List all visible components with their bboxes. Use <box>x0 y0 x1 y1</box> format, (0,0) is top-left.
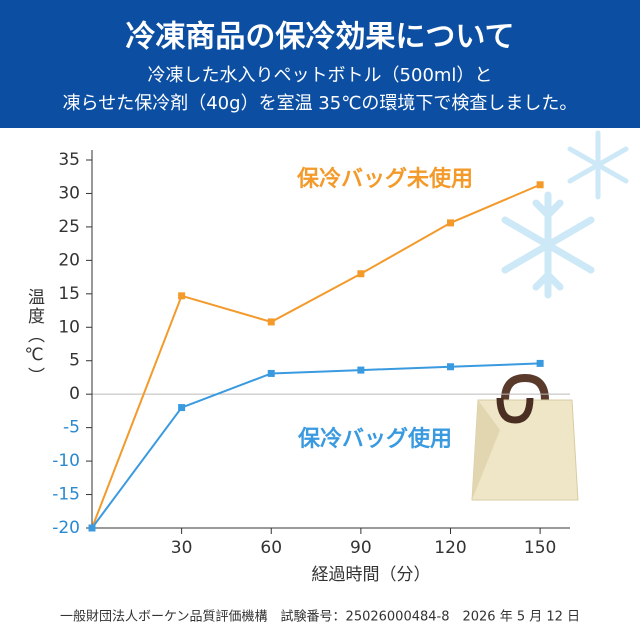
y-tick-label: 15 <box>58 284 80 304</box>
marker <box>357 366 365 374</box>
x-tick-label: 150 <box>524 538 556 558</box>
x-tick-label: 60 <box>260 538 282 558</box>
y-tick-label: 20 <box>58 250 80 270</box>
marker <box>536 181 544 189</box>
marker <box>267 369 275 377</box>
line <box>91 362 541 529</box>
y-tick-label: -15 <box>52 485 80 505</box>
marker <box>447 219 454 227</box>
marker <box>357 270 365 278</box>
marker <box>88 524 96 532</box>
series-label: 保冷バッグ使用 <box>297 426 452 452</box>
y-tick-label: 35 <box>58 150 80 170</box>
title: 冷凍商品の保冷効果について <box>125 20 514 55</box>
y-tick-label: 25 <box>58 217 80 237</box>
snowflake <box>501 130 629 299</box>
y-tick-label: 10 <box>58 317 80 337</box>
y-tick-label: -5 <box>63 418 80 438</box>
header-band <box>0 0 640 128</box>
subtitle: 凍らせた保冷剤（40g）を室温 35℃の環境下で検査しました。 <box>63 93 578 114</box>
y-axis-label: 温度（℃） <box>24 288 44 386</box>
x-tick-label: 90 <box>350 538 372 558</box>
line <box>91 183 541 529</box>
subtitle: 冷凍した水入りペットボトル（500ml）と <box>148 65 493 86</box>
bag <box>471 373 579 501</box>
footer: 一般財団法人ボーケン品質評価機構 試験番号：25026000484-8 2026… <box>60 609 580 625</box>
marker <box>267 318 275 326</box>
y-tick-label: 30 <box>58 183 80 203</box>
x-tick-label: 120 <box>434 538 466 558</box>
y-tick-label: 5 <box>69 351 80 371</box>
y-tick-label: -10 <box>52 451 80 471</box>
marker <box>447 363 454 371</box>
x-axis-label: 経過時間（分） <box>312 565 431 585</box>
marker <box>178 292 186 300</box>
y-tick-label: 0 <box>69 384 80 404</box>
x-tick-label: 30 <box>171 538 193 558</box>
marker <box>178 404 186 412</box>
series-label: 保冷バッグ未使用 <box>296 166 473 192</box>
y-tick-label: -20 <box>52 518 80 538</box>
marker <box>536 359 544 367</box>
